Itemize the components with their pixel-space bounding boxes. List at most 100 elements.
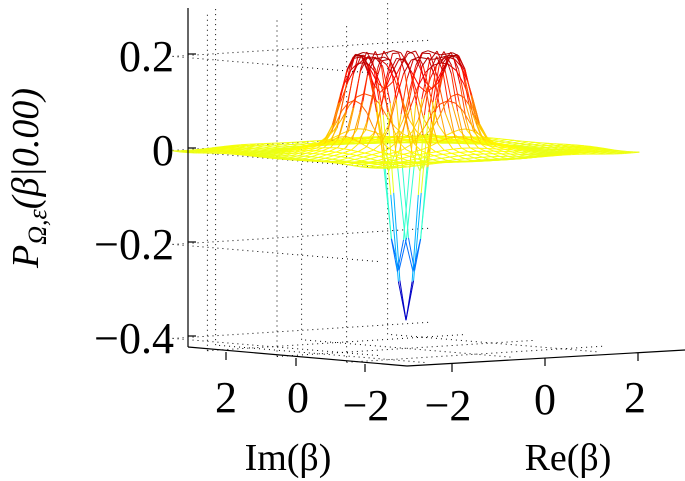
mesh-segment xyxy=(338,155,345,158)
grid-line-left-z2 xyxy=(172,243,382,263)
mesh-segment xyxy=(404,72,412,110)
mesh-segment xyxy=(419,164,427,166)
mesh-segment xyxy=(323,157,330,160)
mesh-segment xyxy=(334,132,343,138)
mesh-segment xyxy=(444,67,453,105)
mesh-segment xyxy=(378,58,387,65)
mesh-segment xyxy=(341,131,349,140)
mesh-segment xyxy=(410,109,418,151)
mesh-segment xyxy=(415,158,423,161)
mesh-segment xyxy=(430,158,438,161)
mesh-segment xyxy=(286,154,295,158)
mesh-segment xyxy=(328,150,335,153)
mesh-segment xyxy=(414,52,423,74)
mesh-segment xyxy=(366,56,376,75)
mesh-segment xyxy=(494,143,501,147)
mesh-segment xyxy=(446,139,455,142)
mesh-segment xyxy=(344,108,354,138)
mesh-segment xyxy=(346,58,355,84)
mesh-segment xyxy=(379,149,388,153)
mesh-segment xyxy=(438,55,446,66)
mesh-segment xyxy=(230,152,237,154)
mesh-segment xyxy=(452,148,460,153)
mesh-segment xyxy=(278,156,287,159)
surface-mesh xyxy=(172,50,640,321)
mesh-segment xyxy=(446,139,454,150)
mesh-segment xyxy=(330,138,339,148)
mesh-segment xyxy=(372,126,380,138)
mesh-segment xyxy=(516,140,523,142)
mesh-segment xyxy=(469,139,478,143)
mesh-segment xyxy=(426,163,435,165)
mesh-segment xyxy=(411,152,419,156)
mesh-segment xyxy=(316,143,325,149)
y-tick-label-2: −2 xyxy=(343,381,390,430)
mesh-segment xyxy=(462,110,471,124)
mesh-segment xyxy=(317,156,324,159)
mesh-segment xyxy=(314,152,323,157)
mesh-segment xyxy=(403,153,410,157)
mesh-segment xyxy=(353,154,360,157)
mesh-segment xyxy=(460,140,469,143)
mesh-segment xyxy=(329,147,338,152)
mesh-segment xyxy=(426,152,434,156)
mesh-segment xyxy=(273,144,280,147)
mesh-segment xyxy=(404,163,413,166)
x-tick-label-0: −2 xyxy=(425,381,472,430)
mesh-segment xyxy=(364,93,372,97)
mesh-segment xyxy=(435,75,443,113)
mesh-segment xyxy=(444,112,454,134)
mesh-segment xyxy=(400,160,408,163)
mesh-segment xyxy=(240,148,247,151)
mesh-segment xyxy=(454,102,464,112)
mesh-segment xyxy=(548,155,556,157)
mesh-segment xyxy=(327,138,334,143)
mesh-segment xyxy=(453,129,461,133)
mesh-segment xyxy=(245,153,252,156)
mesh-segment xyxy=(368,64,377,103)
mesh-segment xyxy=(372,152,381,155)
mesh-segment xyxy=(522,155,529,158)
mesh-segment xyxy=(411,71,420,87)
mesh-segment xyxy=(484,150,491,154)
mesh-segment xyxy=(385,159,394,163)
mesh-segment xyxy=(271,156,280,158)
mesh-segment xyxy=(334,151,341,154)
mesh-segment xyxy=(409,65,417,91)
mesh-segment xyxy=(284,142,291,145)
mesh-segment xyxy=(409,86,419,108)
mesh-segment xyxy=(620,150,628,152)
mesh-segment xyxy=(317,137,327,145)
mesh-segment xyxy=(416,148,425,152)
mesh-segment xyxy=(358,121,368,144)
mesh-segment xyxy=(422,159,431,162)
mesh-segment xyxy=(582,148,590,151)
mesh-segment xyxy=(348,99,355,104)
mesh-segment xyxy=(427,50,435,54)
mesh-segment xyxy=(510,150,517,155)
y-tick-label-0: 2 xyxy=(215,373,237,422)
mesh-segment xyxy=(373,105,382,136)
mesh-segment xyxy=(577,144,585,147)
mesh-segment xyxy=(471,99,481,129)
mesh-segment xyxy=(416,153,424,156)
mesh-segment xyxy=(339,114,347,136)
mesh-segment xyxy=(480,143,488,149)
mesh-segment xyxy=(364,157,373,161)
mesh-segment xyxy=(384,81,394,90)
mesh-segment xyxy=(504,148,511,152)
mesh-segment xyxy=(365,149,374,154)
mesh-segment xyxy=(368,64,376,73)
mesh-segment xyxy=(555,154,564,157)
mesh-segment xyxy=(415,50,424,66)
mesh-segment xyxy=(447,155,455,160)
mesh-segment xyxy=(368,164,376,167)
grid-line-floor-y1 xyxy=(276,339,536,357)
mesh-segment xyxy=(429,146,436,153)
mesh-segment xyxy=(360,165,369,168)
mesh-segment xyxy=(233,147,241,150)
mesh-segment xyxy=(375,165,383,168)
mesh-segment xyxy=(507,152,515,156)
mesh-segment xyxy=(608,148,615,151)
